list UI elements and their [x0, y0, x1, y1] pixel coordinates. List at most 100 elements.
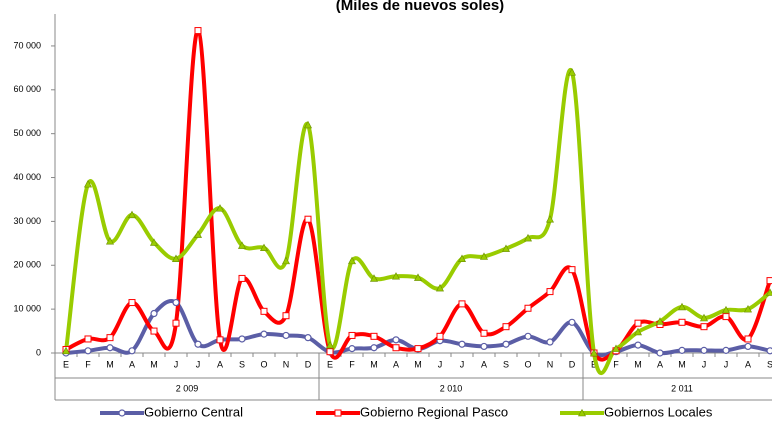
point — [457, 254, 467, 262]
point — [392, 336, 400, 344]
x-tick-label: A — [745, 359, 751, 369]
point — [61, 346, 71, 355]
x-tick-label: J — [702, 359, 707, 369]
year-label: 2 009 — [176, 383, 199, 393]
year-label: 2 010 — [440, 383, 463, 393]
point — [766, 277, 772, 285]
y-tick-label: 30 000 — [13, 216, 41, 226]
x-tick-label: J — [438, 359, 443, 369]
point — [172, 298, 180, 307]
point — [655, 317, 665, 325]
point — [260, 330, 268, 338]
point — [722, 346, 730, 354]
point — [656, 349, 664, 357]
y-tick-label: 70 000 — [13, 40, 41, 50]
point — [678, 346, 686, 354]
x-tick-label: O — [260, 359, 267, 369]
point — [743, 305, 753, 313]
point — [84, 335, 92, 343]
x-tick-label: A — [481, 359, 487, 369]
point — [480, 342, 488, 351]
point — [105, 237, 115, 245]
x-tick-label: J — [174, 359, 179, 369]
point — [282, 331, 290, 340]
point — [392, 344, 400, 352]
point — [502, 323, 510, 331]
point — [127, 210, 137, 219]
x-tick-label: F — [613, 359, 619, 369]
y-tick-label: 20 000 — [13, 260, 41, 270]
point — [304, 334, 312, 342]
x-tick-label: O — [524, 359, 531, 369]
point — [744, 335, 752, 343]
point — [524, 304, 532, 312]
point — [633, 327, 643, 336]
point — [567, 68, 577, 76]
point — [216, 336, 224, 344]
x-tick-label: A — [657, 359, 663, 369]
point — [238, 335, 246, 343]
x-tick-label: M — [106, 359, 114, 369]
point — [677, 302, 687, 311]
point — [722, 313, 730, 321]
legend-label: Gobierno Regional Pasco — [360, 404, 508, 419]
point — [524, 332, 532, 340]
y-tick-label: 50 000 — [13, 128, 41, 138]
y-tick-label: 40 000 — [13, 172, 41, 182]
point — [721, 305, 731, 314]
x-tick-label: S — [503, 359, 509, 369]
x-tick-label: E — [63, 359, 69, 369]
chart-title: (Miles de nuevos soles) — [336, 0, 504, 14]
x-tick-label: J — [460, 359, 465, 369]
point — [171, 254, 181, 262]
x-tick-label: J — [724, 359, 729, 369]
point — [325, 340, 335, 349]
x-tick-label: A — [393, 359, 399, 369]
point — [546, 288, 554, 296]
x-tick-label: N — [283, 359, 290, 369]
x-tick-label: D — [305, 359, 312, 369]
point — [370, 332, 378, 340]
point — [172, 319, 180, 327]
point — [347, 256, 357, 265]
x-tick-label: E — [327, 359, 333, 369]
x-tick-label: N — [547, 359, 554, 369]
point — [281, 256, 291, 265]
point — [118, 409, 126, 417]
x-tick-label: F — [349, 359, 355, 369]
point — [414, 345, 422, 353]
point — [106, 344, 114, 352]
point — [84, 347, 92, 355]
point — [577, 408, 587, 417]
legend-label: Gobierno Central — [144, 404, 243, 419]
series-line — [64, 67, 772, 375]
point — [238, 274, 246, 282]
point — [370, 344, 378, 352]
point — [700, 323, 708, 331]
point — [435, 283, 445, 292]
point — [150, 327, 158, 335]
x-tick-label: A — [129, 359, 135, 369]
point — [194, 340, 202, 348]
point — [611, 344, 621, 352]
point — [326, 348, 334, 356]
point — [83, 179, 93, 188]
x-tick-label: M — [678, 359, 686, 369]
y-tick-label: 60 000 — [13, 84, 41, 94]
point — [413, 273, 423, 281]
legend-label: Gobiernos Locales — [604, 404, 713, 419]
point — [546, 338, 554, 346]
point — [634, 341, 642, 349]
x-tick-label: M — [370, 359, 378, 369]
point — [128, 299, 136, 307]
point — [369, 274, 379, 282]
point — [589, 348, 599, 357]
point — [479, 252, 489, 260]
x-tick-label: J — [196, 359, 201, 369]
point — [193, 230, 203, 238]
point — [458, 300, 466, 308]
point — [568, 318, 576, 326]
x-tick-label: D — [569, 359, 576, 369]
point — [106, 334, 114, 342]
point — [502, 340, 510, 348]
